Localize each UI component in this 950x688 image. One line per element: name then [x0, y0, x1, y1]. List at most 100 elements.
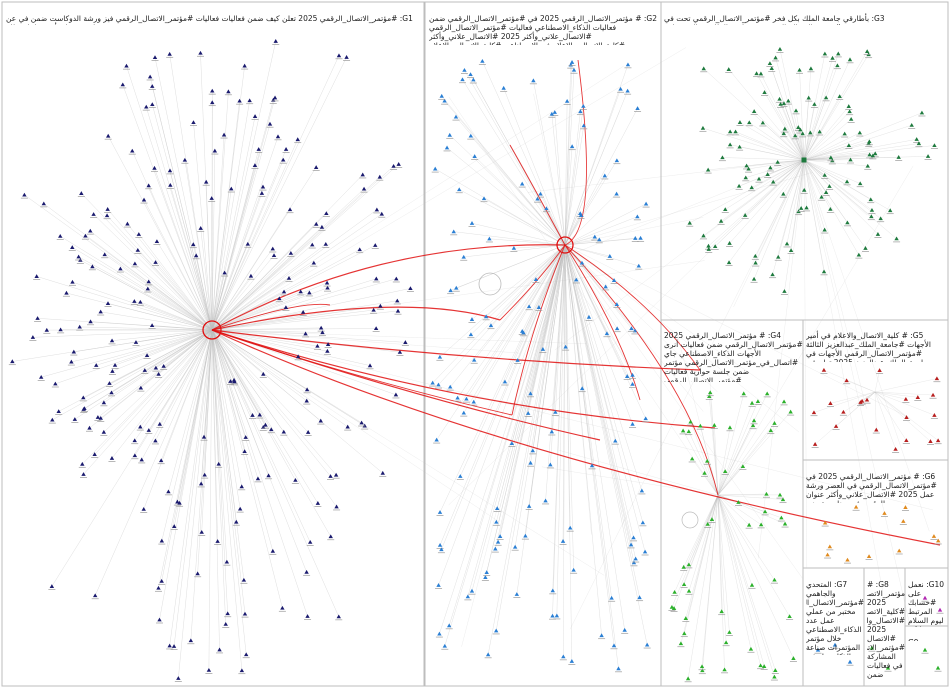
node-g1-185 — [360, 172, 365, 177]
edge-g2 — [522, 183, 566, 246]
edge-g4 — [717, 494, 775, 581]
edge-g1 — [147, 288, 213, 331]
node-g1-238 — [241, 577, 247, 582]
node-g1-49 — [105, 301, 111, 305]
edge-g1 — [211, 57, 347, 331]
node-g4-40 — [787, 614, 792, 619]
edge-g2 — [439, 244, 566, 634]
node-g1-104 — [304, 569, 309, 574]
edge-g2 — [432, 244, 566, 384]
node-g3-31 — [848, 157, 853, 162]
edge-g2 — [564, 216, 638, 246]
edge-g3 — [803, 143, 869, 161]
node-g1-168 — [56, 409, 61, 414]
node-g2-24 — [526, 304, 532, 309]
node-g1-74 — [247, 98, 252, 103]
edge-cross — [564, 244, 799, 433]
node-g4-15 — [788, 409, 793, 414]
node-g1-77 — [175, 499, 180, 504]
edge-strong-9 — [564, 59, 587, 246]
node-g3-38 — [846, 104, 851, 108]
edge-g3 — [803, 112, 922, 161]
node-g2-0 — [512, 544, 518, 549]
node-g1-12 — [135, 248, 141, 252]
node-g1-170 — [105, 133, 111, 138]
node-g1-54 — [41, 201, 46, 206]
node-g1-64 — [300, 309, 306, 314]
edge-g1 — [211, 292, 310, 331]
node-g1-137 — [110, 369, 115, 373]
node-g1-43 — [176, 676, 181, 680]
edge-g2 — [471, 244, 566, 320]
node-g3-87 — [776, 254, 781, 259]
node-g1-68 — [202, 472, 207, 477]
edge-g1 — [170, 185, 213, 331]
node-g1-30 — [333, 472, 339, 477]
edge-g1 — [211, 329, 328, 352]
node-g3-52 — [837, 94, 842, 99]
node-g1-156 — [280, 605, 285, 610]
node-g2-97 — [625, 62, 631, 67]
node-g3-59 — [857, 181, 863, 186]
edge-g3 — [739, 146, 805, 161]
node-g1-212 — [82, 406, 87, 411]
node-g1-172 — [377, 174, 382, 179]
node-g1-227 — [307, 539, 313, 544]
edge-g1 — [211, 329, 323, 333]
node-g3-113 — [932, 143, 937, 148]
node-g2-123 — [628, 542, 634, 547]
node-g3-55 — [896, 155, 901, 159]
node-g3-15 — [723, 207, 728, 212]
group-label-g3: G3: بأطارقي جامعة الملك بكل فخر #مؤتمر_ا… — [664, 14, 885, 25]
edge-g3 — [795, 110, 805, 161]
node-g2-42 — [624, 374, 630, 378]
edge-g1 — [211, 329, 245, 581]
edge-g3 — [790, 159, 805, 251]
node-g2-113 — [471, 399, 476, 404]
node-g3-112 — [857, 130, 863, 135]
node-g2-76 — [447, 132, 452, 137]
edge-g1 — [211, 329, 339, 617]
edge-g1 — [138, 234, 213, 331]
node-g2-95 — [569, 60, 575, 64]
node-g4-20 — [686, 588, 692, 593]
node-g1-59 — [295, 137, 300, 142]
node-g4-8 — [669, 605, 675, 609]
edge-g1 — [106, 215, 213, 331]
node-g6-11 — [825, 552, 830, 557]
node-g1-208 — [273, 39, 278, 43]
node-g5-4 — [864, 397, 870, 402]
node-g3-9 — [845, 220, 850, 225]
node-g1-181 — [266, 473, 271, 478]
node-g4-46 — [671, 606, 677, 610]
node-g1-100 — [152, 165, 157, 170]
node-g2-75 — [442, 98, 447, 103]
edge-cross — [717, 165, 914, 496]
edge-g2 — [514, 244, 566, 548]
edge-g3 — [803, 125, 912, 161]
node-g1-72 — [242, 611, 248, 616]
node-g1-134 — [90, 264, 95, 269]
node-g2-106 — [497, 534, 503, 538]
edge-g3 — [803, 104, 815, 161]
node-g1-193 — [323, 241, 328, 246]
node-g2-79 — [434, 437, 439, 442]
edge-g2 — [459, 189, 566, 246]
node-g2-116 — [602, 173, 607, 178]
edge-g3 — [772, 159, 805, 275]
node-g4-9 — [781, 399, 787, 404]
node-g4-42 — [686, 562, 692, 567]
node-g2-127 — [574, 277, 579, 282]
node-g4-47 — [689, 456, 695, 461]
edge-g3 — [722, 157, 805, 161]
node-g5-11 — [833, 424, 839, 428]
node-g3-13 — [737, 120, 743, 124]
edge-g1 — [158, 329, 213, 589]
node-g1-177 — [252, 114, 258, 118]
edge-g2 — [555, 244, 566, 413]
node-g3-12 — [778, 101, 783, 106]
group-label-g9: G9 — [908, 629, 946, 641]
edge-g1 — [211, 91, 229, 331]
edge-g4 — [685, 494, 719, 619]
edge-g4 — [717, 494, 762, 525]
